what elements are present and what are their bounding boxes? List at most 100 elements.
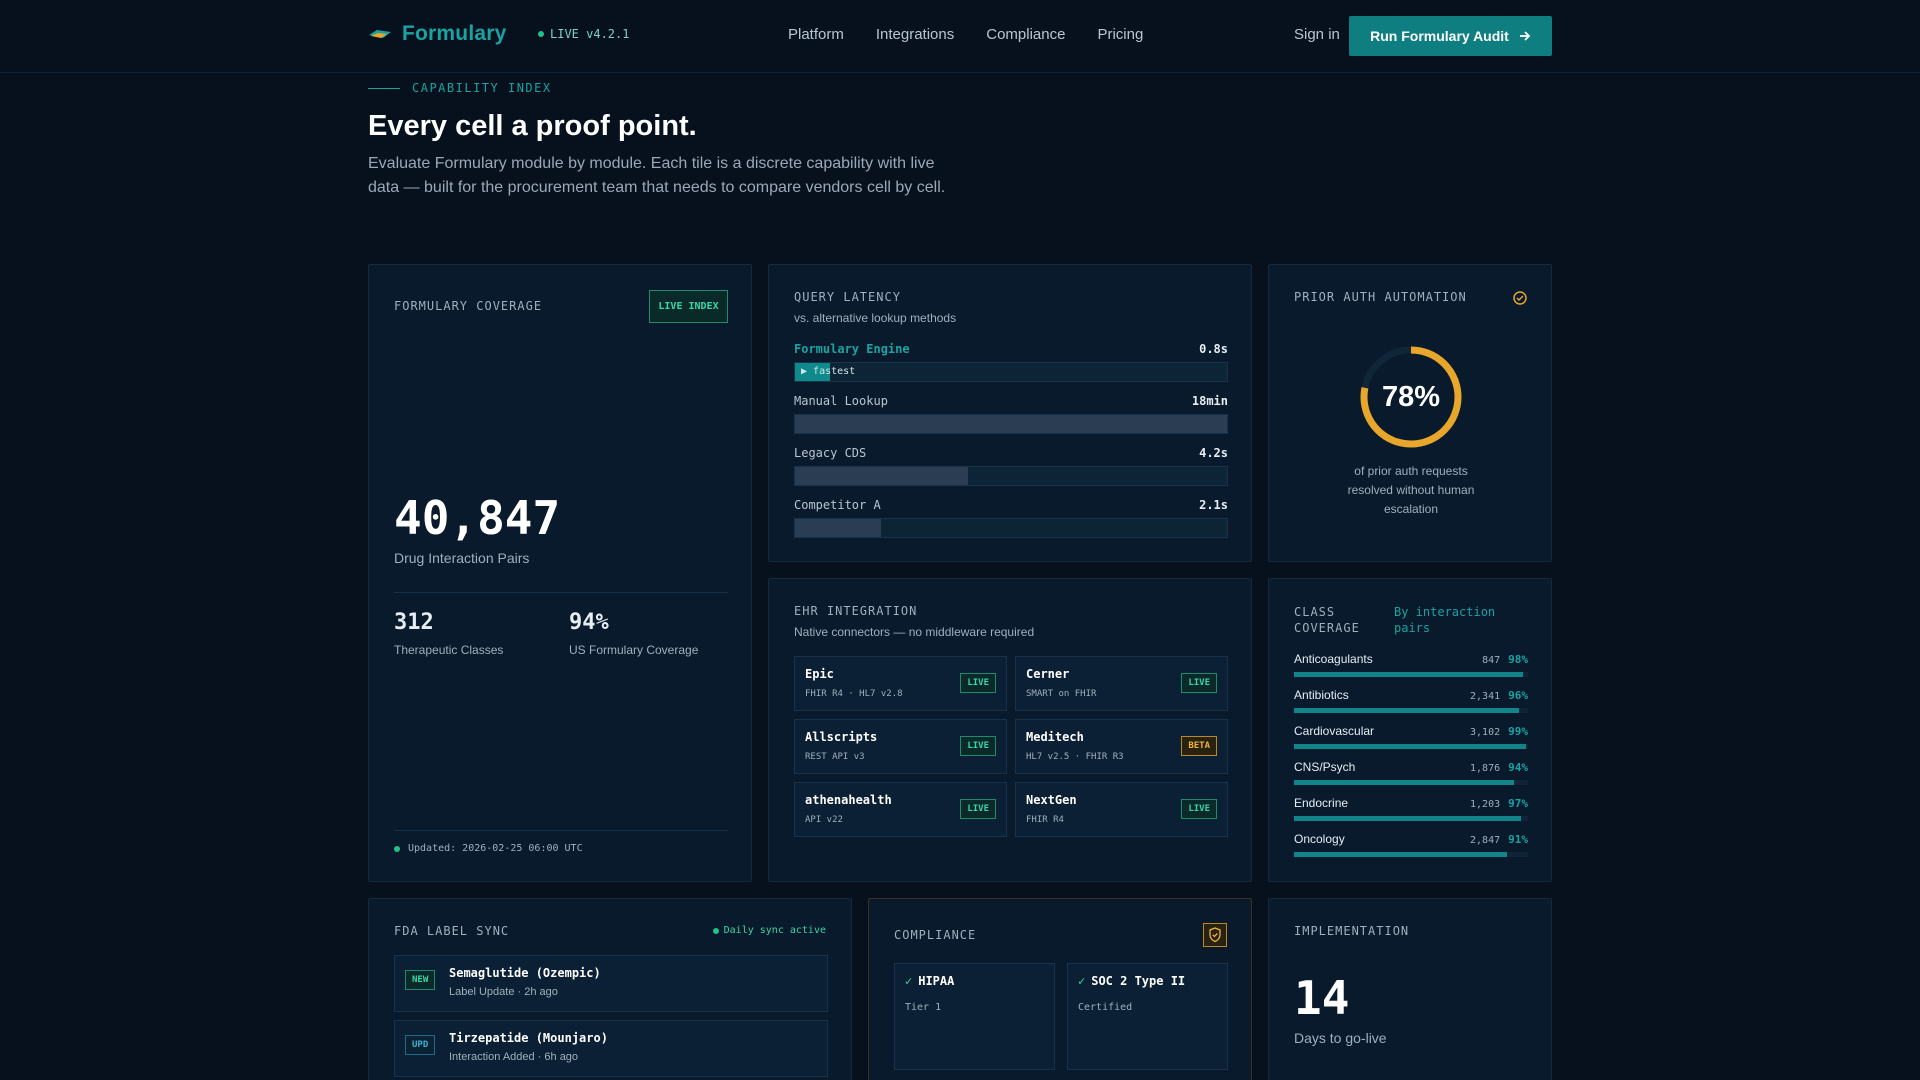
eyebrow-line [368, 87, 400, 89]
ehr-detail: API v22 [805, 815, 843, 825]
class-count: 1,876 [1470, 763, 1501, 774]
days-to-go-live-label: Days to go-live [1294, 1030, 1387, 1046]
ehr-tile-athenahealth[interactable]: athenahealth API v22 LIVE [794, 782, 1007, 837]
sync-dot-icon [712, 927, 719, 934]
drug-name: Semaglutide (Ozempic) [449, 966, 601, 980]
latency-bar [794, 518, 1228, 538]
query-latency-card: QUERY LATENCY vs. alternative lookup met… [768, 264, 1252, 562]
section-eyebrow: CAPABILITY INDEX [368, 81, 552, 95]
ehr-name: NextGen [1026, 793, 1077, 807]
fastest-note: ▶ fastest [801, 366, 855, 377]
latency-bar-fill [795, 415, 1227, 433]
ehr-name: athenahealth [805, 793, 892, 807]
page-subtitle: Evaluate Formulary module by module. Eac… [368, 155, 946, 196]
class-row: CNS/Psych 1,876 94% [1294, 760, 1528, 785]
class-name: Oncology [1294, 832, 1345, 846]
compliance-name: ✓ SOC 2 Type II [1078, 974, 1185, 988]
status-badge: LIVE [960, 673, 996, 693]
card-title: PRIOR AUTH AUTOMATION [1294, 290, 1467, 304]
class-name: CNS/Psych [1294, 760, 1356, 774]
ehr-tile-nextgen[interactable]: NextGen FHIR R4 LIVE [1015, 782, 1228, 837]
nav-links: Platform Integrations Compliance Pricing [788, 26, 1143, 43]
sign-in-link[interactable]: Sign in [1294, 26, 1340, 43]
check-circle-icon [1513, 291, 1527, 305]
run-audit-button[interactable]: Run Formulary Audit [1349, 16, 1552, 56]
stat-value: 312 [394, 610, 434, 635]
brand-name: Formulary [402, 22, 507, 45]
card-title: QUERY LATENCY [794, 290, 901, 304]
brand-logo[interactable]: Formulary [368, 22, 507, 46]
status-badge: BETA [1181, 736, 1217, 756]
class-row: Anticoagulants 847 98% [1294, 652, 1528, 677]
version-text: LIVE v4.2.1 [550, 27, 630, 41]
class-count: 1,203 [1470, 799, 1501, 810]
arrow-right-icon [1519, 31, 1531, 41]
fda-update-item[interactable]: NEW Semaglutide (Ozempic) Label Update ·… [394, 955, 828, 1012]
card-subtitle: Native connectors — no middleware requir… [794, 625, 1035, 639]
ehr-detail: FHIR R4 · HL7 v2.8 [805, 689, 903, 699]
ehr-name: Meditech [1026, 730, 1084, 744]
ehr-tile-epic[interactable]: Epic FHIR R4 · HL7 v2.8 LIVE [794, 656, 1007, 711]
ehr-tile-allscripts[interactable]: Allscripts REST API v3 LIVE [794, 719, 1007, 774]
automation-gauge: 78% [1356, 342, 1466, 457]
nav-link-platform[interactable]: Platform [788, 26, 844, 43]
nav-link-integrations[interactable]: Integrations [875, 26, 955, 43]
page-title: Every cell a proof point. [368, 110, 697, 142]
stat-value: 94% [569, 610, 609, 635]
class-bar-fill [1294, 744, 1526, 749]
fda-label-sync-card: FDA LABEL SYNC Daily sync active NEW Sem… [368, 898, 852, 1080]
nav-link-pricing[interactable]: Pricing [1097, 26, 1144, 43]
status-badge: LIVE [960, 736, 996, 756]
class-count: 2,341 [1470, 691, 1501, 702]
play-icon: ▶ [801, 366, 814, 377]
live-index-badge: LIVE INDEX [649, 290, 728, 323]
latency-bar-fill [795, 363, 830, 381]
ehr-detail: HL7 v2.5 · FHIR R3 [1026, 752, 1124, 762]
card-title: CLASS COVERAGE [1294, 605, 1360, 635]
implementation-card: IMPLEMENTATION 14 Days to go-live [1268, 898, 1552, 1080]
class-bar [1294, 744, 1528, 749]
updated-timestamp: Updated: 2026-02-25 06:00 UTC [394, 843, 583, 854]
latency-row-formulary-engine: Formulary Engine 0.8s ▶ fastest [794, 342, 1228, 382]
compliance-tile-soc2: ✓ SOC 2 Type II Certified [1067, 963, 1228, 1070]
class-coverage-card: CLASS COVERAGE By interaction pairs Anti… [1268, 578, 1552, 882]
compliance-name: ✓ HIPAA [905, 974, 954, 988]
gauge-arc [1360, 346, 1462, 448]
class-name: Endocrine [1294, 796, 1349, 810]
sort-toggle[interactable]: By interaction pairs [1394, 605, 1496, 635]
compliance-card: COMPLIANCE ✓ HIPAA Tier 1 ✓ SOC 2 Type I… [868, 898, 1252, 1080]
nav-link-compliance[interactable]: Compliance [986, 26, 1066, 43]
latency-value: 4.2s [1199, 446, 1228, 460]
class-percent: 98% [1508, 653, 1528, 666]
class-count: 2,847 [1470, 835, 1501, 846]
class-row: Cardiovascular 3,102 99% [1294, 724, 1528, 749]
ehr-tile-meditech[interactable]: Meditech HL7 v2.5 · FHIR R3 BETA [1015, 719, 1228, 774]
card-title: EHR INTEGRATION [794, 604, 918, 618]
card-title: FDA LABEL SYNC [394, 924, 510, 938]
latency-value: 0.8s [1199, 342, 1228, 356]
fastest-label: fastest [813, 366, 856, 377]
update-detail: Label Update · 2h ago [449, 986, 558, 998]
divider [394, 830, 728, 831]
class-name: Cardiovascular [1294, 724, 1375, 738]
ehr-tile-cerner[interactable]: Cerner SMART on FHIR LIVE [1015, 656, 1228, 711]
class-bar [1294, 780, 1528, 785]
updated-text: Updated: 2026-02-25 06:00 UTC [408, 843, 583, 854]
card-title: COMPLIANCE [894, 928, 977, 942]
eyebrow-text: CAPABILITY INDEX [412, 81, 552, 95]
update-detail: Interaction Added · 6h ago [449, 1051, 579, 1063]
formulary-coverage-card: FORMULARY COVERAGE LIVE INDEX 40,847 Dru… [368, 264, 752, 882]
top-nav: Formulary LIVE v4.2.1 Platform Integrati… [0, 0, 1920, 73]
fda-update-item[interactable]: UPD Tirzepatide (Mounjaro) Interaction A… [394, 1020, 828, 1077]
compliance-tile-hipaa: ✓ HIPAA Tier 1 [894, 963, 1055, 1070]
gauge-value: 78% [1381, 380, 1441, 413]
status-badge: LIVE [1181, 799, 1217, 819]
latency-bar: ▶ fastest [794, 362, 1228, 382]
class-count: 3,102 [1470, 727, 1501, 738]
class-percent: 96% [1508, 689, 1528, 702]
ehr-name: Epic [805, 667, 834, 681]
class-bar [1294, 708, 1528, 713]
card-title: IMPLEMENTATION [1294, 924, 1410, 938]
class-row: Oncology 2,847 91% [1294, 832, 1528, 857]
shield-icon [1203, 923, 1227, 947]
